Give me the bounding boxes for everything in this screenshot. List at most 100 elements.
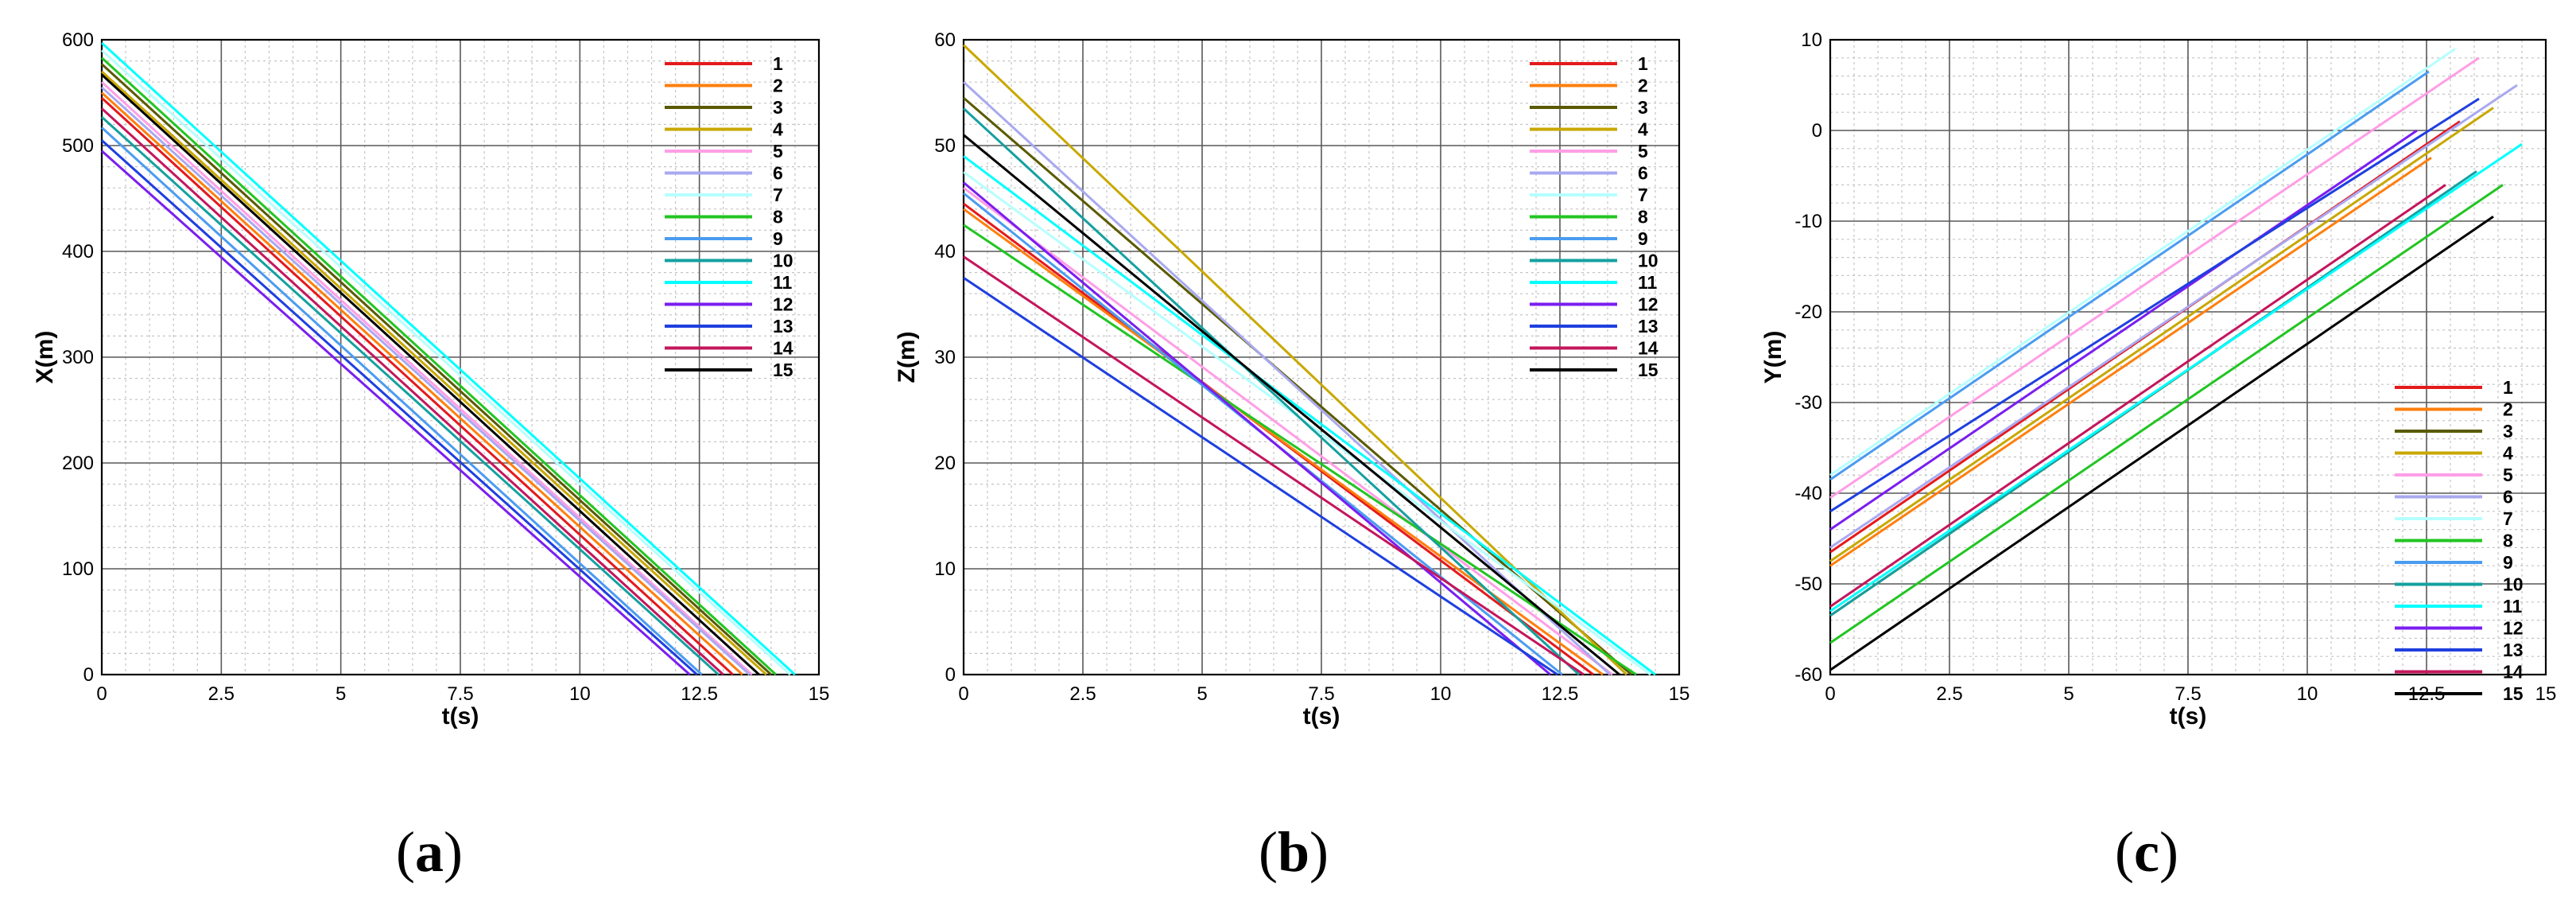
legend-label-10: 10 bbox=[773, 251, 793, 271]
chart-a: 0 2.5 5 7.5 10 12.5 150100200300400500600t(s)X… bbox=[32, 29, 829, 729]
legend-label-4: 4 bbox=[1638, 119, 1648, 140]
y-tick-label: 30 bbox=[934, 347, 956, 368]
series-line-2 bbox=[100, 91, 743, 676]
series-line-8 bbox=[100, 56, 777, 676]
legend-label-1: 1 bbox=[1638, 53, 1648, 74]
x-tick-label: 7.5 bbox=[1308, 683, 1334, 705]
series-line-14 bbox=[963, 255, 1585, 676]
series-line-5 bbox=[963, 186, 1613, 676]
y-tick-label: -20 bbox=[1794, 301, 1822, 323]
x-tick-label: 7.5 bbox=[2174, 683, 2201, 705]
legend-label-12: 12 bbox=[773, 294, 793, 315]
x-tick-label: 5 bbox=[2063, 683, 2074, 705]
y-tick-label: -40 bbox=[1794, 483, 1822, 504]
caption-c-open: ( bbox=[2115, 820, 2135, 884]
y-tick-label: 0 bbox=[1812, 120, 1822, 142]
series-line-4 bbox=[100, 70, 767, 676]
plot-frame bbox=[1829, 38, 2547, 676]
x-tick-label: 0 bbox=[96, 683, 107, 705]
series-line-6 bbox=[1829, 84, 2518, 549]
series-line-15 bbox=[963, 134, 1620, 676]
series-line-6 bbox=[100, 86, 751, 676]
legend-label-7: 7 bbox=[2503, 508, 2513, 529]
legend-label-10: 10 bbox=[2503, 574, 2524, 595]
caption-a: (a) bbox=[350, 819, 509, 885]
caption-b-letter: b bbox=[1277, 820, 1310, 884]
caption-b: (b) bbox=[1214, 819, 1373, 885]
x-tick-label: 5 bbox=[336, 683, 346, 705]
series-line-14 bbox=[1829, 184, 2446, 608]
legend-label-11: 11 bbox=[1638, 272, 1658, 293]
series-line-2 bbox=[1829, 156, 2432, 567]
y-tick-label: 600 bbox=[62, 29, 94, 51]
x-tick-label: 7.5 bbox=[447, 683, 473, 705]
y-tick-label: -60 bbox=[1794, 664, 1822, 686]
y-tick-label: 40 bbox=[934, 241, 956, 263]
y-tick-label: 300 bbox=[62, 347, 94, 368]
y-tick-label: 200 bbox=[62, 453, 94, 474]
x-tick-label: 10 bbox=[569, 683, 591, 705]
y-tick-label: 20 bbox=[934, 453, 956, 474]
legend-label-2: 2 bbox=[2503, 399, 2513, 420]
series-line-6 bbox=[962, 81, 1612, 676]
x-tick-label: 2.5 bbox=[1069, 683, 1096, 705]
series-line-11 bbox=[1829, 142, 2523, 613]
series-line-10 bbox=[100, 115, 720, 676]
legend-label-3: 3 bbox=[773, 97, 783, 118]
x-axis-label: t(s) bbox=[1303, 703, 1340, 729]
x-tick-label: 2.5 bbox=[208, 683, 235, 705]
y-tick-label: -10 bbox=[1794, 211, 1822, 232]
series-line-7 bbox=[100, 49, 791, 676]
series-line-4 bbox=[962, 44, 1628, 676]
series-line-11 bbox=[963, 155, 1656, 676]
legend-label-15: 15 bbox=[2503, 683, 2524, 704]
legend-label-2: 2 bbox=[773, 76, 783, 96]
caption-b-close: ) bbox=[1309, 820, 1329, 884]
x-axis-label: t(s) bbox=[442, 703, 479, 729]
caption-c: (c) bbox=[2067, 819, 2226, 885]
series-line-10 bbox=[962, 107, 1581, 676]
legend-label-1: 1 bbox=[773, 53, 783, 74]
legend-label-14: 14 bbox=[1638, 338, 1658, 359]
legend-label-12: 12 bbox=[1638, 294, 1658, 315]
y-tick-label: -50 bbox=[1794, 574, 1822, 595]
legend-label-9: 9 bbox=[2503, 552, 2513, 573]
series-line-13 bbox=[100, 139, 698, 676]
caption-c-letter: c bbox=[2134, 820, 2159, 884]
legend-label-11: 11 bbox=[2503, 596, 2523, 617]
legend-label-13: 13 bbox=[773, 316, 793, 336]
series-line-8 bbox=[963, 224, 1637, 676]
legend-label-5: 5 bbox=[1638, 141, 1648, 161]
x-axis-label: t(s) bbox=[2170, 703, 2207, 729]
series-line-11 bbox=[100, 41, 796, 676]
x-tick-label: 12.5 bbox=[681, 683, 718, 705]
plot-frame bbox=[100, 38, 821, 676]
x-tick-label: 12.5 bbox=[1542, 683, 1579, 705]
caption-a-close: ) bbox=[444, 820, 463, 884]
y-tick-label: 500 bbox=[62, 135, 94, 157]
legend-label-13: 13 bbox=[2503, 640, 2524, 660]
legend-label-15: 15 bbox=[773, 360, 793, 380]
x-tick-label: 10 bbox=[1430, 683, 1452, 705]
y-tick-label: 60 bbox=[934, 29, 956, 51]
legend-label-5: 5 bbox=[2503, 465, 2513, 485]
y-axis-label: X(m) bbox=[32, 331, 58, 384]
y-tick-label: 400 bbox=[62, 241, 94, 263]
legend-label-13: 13 bbox=[1638, 316, 1658, 336]
y-tick-label: 0 bbox=[83, 664, 94, 686]
series-line-13 bbox=[963, 277, 1558, 676]
series-line-15 bbox=[100, 73, 760, 676]
series-line-3 bbox=[100, 63, 772, 676]
x-tick-label: 2.5 bbox=[1936, 683, 1962, 705]
legend-label-14: 14 bbox=[2503, 662, 2524, 683]
legend-label-14: 14 bbox=[773, 338, 793, 359]
legend-label-4: 4 bbox=[773, 119, 783, 140]
caption-b-open: ( bbox=[1258, 820, 1278, 884]
legend-label-9: 9 bbox=[1638, 228, 1648, 249]
legend-label-6: 6 bbox=[773, 163, 783, 184]
chart-b: 0 2.5 5 7.5 10 12.5 150102030405060t(s)Z(m)123… bbox=[894, 29, 1690, 729]
